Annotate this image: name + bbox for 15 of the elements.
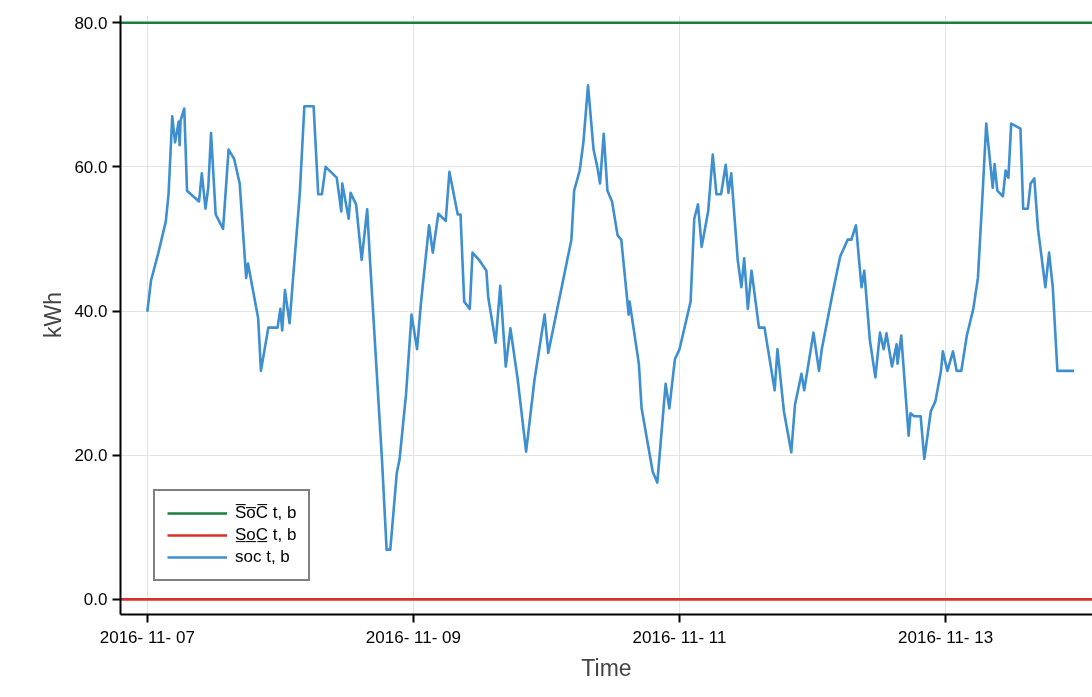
legend-label: S̅o̅C̅ t, b [235, 503, 297, 523]
y-tick-label: 60.0 [74, 157, 108, 177]
x-axis-title: Time [581, 654, 632, 681]
legend-label: soc t, b [235, 547, 290, 567]
x-tick-label: 2016- 11- 09 [365, 627, 461, 647]
x-tick-label: 2016- 11- 07 [99, 627, 195, 647]
legend-label: S̲o̲C̲ t, b [235, 525, 297, 545]
x-tick-label: 2016- 11- 13 [898, 627, 994, 647]
y-tick-label: 80.0 [74, 13, 108, 33]
y-tick-label: 40.0 [74, 302, 108, 322]
y-tick-label: 20.0 [74, 446, 108, 466]
y-tick-label: 0.0 [83, 590, 108, 610]
y-axis-title: kWh [40, 292, 67, 338]
x-tick-label: 2016- 11- 11 [632, 627, 727, 647]
line-series [145, 84, 1076, 551]
